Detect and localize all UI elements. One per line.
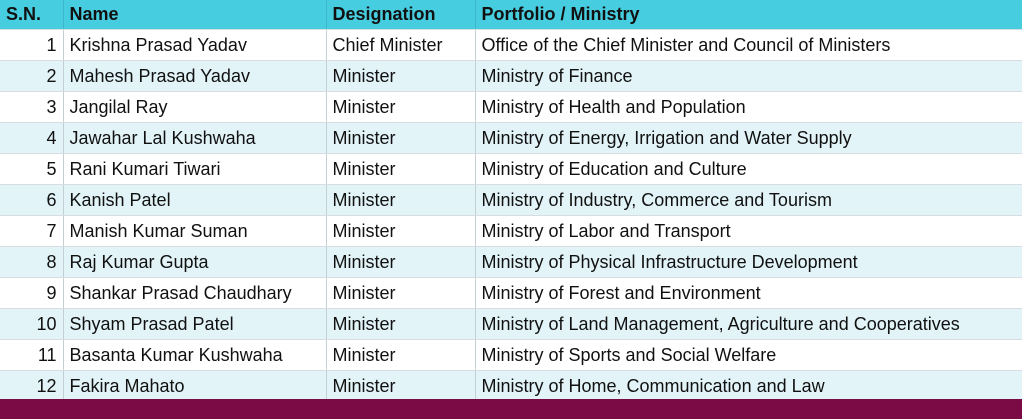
table-row: 3 Jangilal Ray Minister Ministry of Health … [0, 91, 1022, 123]
table-row: 12 Fakira Mahato Minister Ministry of Home,… [0, 370, 1022, 402]
cell-sn: 9 [0, 277, 64, 309]
table-body: 1 Krishna Prasad Yadav Chief Minister Offic… [0, 29, 1022, 402]
cell-portfolio: Office of the Chief Minister and Council… [475, 29, 1022, 61]
cell-designation: Minister [326, 153, 476, 185]
cell-sn: 11 [0, 339, 64, 371]
cell-sn: 5 [0, 153, 64, 185]
cell-portfolio: Ministry of Energy, Irrigation and Water… [475, 122, 1022, 154]
cell-designation: Minister [326, 215, 476, 247]
cell-portfolio: Ministry of Labor and Transport [475, 215, 1022, 247]
table-header-row: S.N. Name Designation Portfolio / Minist… [0, 0, 1022, 30]
cell-designation: Minister [326, 370, 476, 402]
cell-portfolio: Ministry of Sports and Social Welfare [475, 339, 1022, 371]
cell-name: Manish Kumar Suman [63, 215, 327, 247]
cell-designation: Minister [326, 339, 476, 371]
cell-name: Basanta Kumar Kushwaha [63, 339, 327, 371]
header-sn: S.N. [0, 0, 64, 30]
cell-designation: Minister [326, 308, 476, 340]
table-row: 5 Rani Kumari Tiwari Minister Ministry of E… [0, 153, 1022, 185]
header-portfolio: Portfolio / Ministry [475, 0, 1022, 30]
cell-portfolio: Ministry of Finance [475, 60, 1022, 92]
cell-portfolio: Ministry of Home, Communication and Law [475, 370, 1022, 402]
cell-portfolio: Ministry of Health and Population [475, 91, 1022, 123]
cell-sn: 8 [0, 246, 64, 278]
cell-sn: 3 [0, 91, 64, 123]
cell-designation: Minister [326, 277, 476, 309]
cell-designation: Minister [326, 184, 476, 216]
cell-portfolio: Ministry of Forest and Environment [475, 277, 1022, 309]
cell-name: Kanish Patel [63, 184, 327, 216]
table-row: 6 Kanish Patel Minister Ministry of Industr… [0, 184, 1022, 216]
cell-designation: Minister [326, 91, 476, 123]
cell-name: Rani Kumari Tiwari [63, 153, 327, 185]
cell-sn: 6 [0, 184, 64, 216]
cell-designation: Minister [326, 246, 476, 278]
cell-sn: 12 [0, 370, 64, 402]
header-designation: Designation [326, 0, 476, 30]
table-row: 11 Basanta Kumar Kushwaha Minister Ministry… [0, 339, 1022, 371]
cell-sn: 1 [0, 29, 64, 61]
cell-designation: Minister [326, 122, 476, 154]
cell-portfolio: Ministry of Education and Culture [475, 153, 1022, 185]
table-row: 4 Jawahar Lal Kushwaha Minister Ministry of… [0, 122, 1022, 154]
cell-portfolio: Ministry of Industry, Commerce and Touri… [475, 184, 1022, 216]
cell-name: Mahesh Prasad Yadav [63, 60, 327, 92]
cell-designation: Minister [326, 60, 476, 92]
cell-name: Krishna Prasad Yadav [63, 29, 327, 61]
cell-name: Shyam Prasad Patel [63, 308, 327, 340]
cell-portfolio: Ministry of Land Management, Agriculture… [475, 308, 1022, 340]
table-row: 10 Shyam Prasad Patel Minister Ministry of … [0, 308, 1022, 340]
cell-designation: Chief Minister [326, 29, 476, 61]
cell-name: Raj Kumar Gupta [63, 246, 327, 278]
table-row: 8 Raj Kumar Gupta Minister Ministry of Phys… [0, 246, 1022, 278]
table-row: 1 Krishna Prasad Yadav Chief Minister Offic… [0, 29, 1022, 61]
table-row: 9 Shankar Prasad Chaudhary Minister Ministr… [0, 277, 1022, 309]
cell-sn: 10 [0, 308, 64, 340]
table-row: 2 Mahesh Prasad Yadav Minister Ministry of … [0, 60, 1022, 92]
table-row: 7 Manish Kumar Suman Minister Ministry of L… [0, 215, 1022, 247]
cell-sn: 7 [0, 215, 64, 247]
cell-portfolio: Ministry of Physical Infrastructure Deve… [475, 246, 1022, 278]
cell-name: Shankar Prasad Chaudhary [63, 277, 327, 309]
footer-bar [0, 399, 1022, 419]
cell-sn: 2 [0, 60, 64, 92]
ministers-table: S.N. Name Designation Portfolio / Minist… [0, 0, 1022, 402]
cell-name: Fakira Mahato [63, 370, 327, 402]
cell-sn: 4 [0, 122, 64, 154]
cell-name: Jangilal Ray [63, 91, 327, 123]
cell-name: Jawahar Lal Kushwaha [63, 122, 327, 154]
header-name: Name [63, 0, 327, 30]
